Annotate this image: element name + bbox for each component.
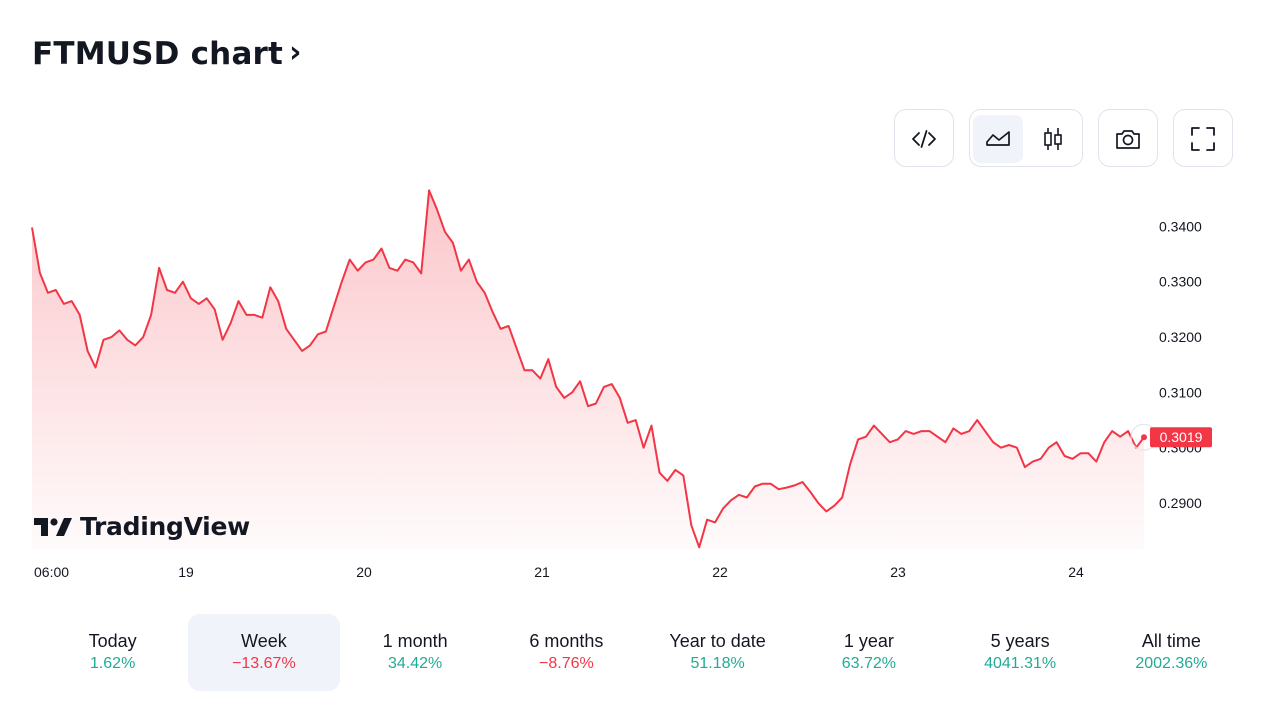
page-title[interactable]: FTMUSD chart › xyxy=(32,36,302,72)
camera-icon xyxy=(1116,130,1140,149)
last-price-point xyxy=(1141,434,1147,441)
period-1-year[interactable]: 1 year 63.72% xyxy=(793,614,944,691)
period-label: 1 year xyxy=(843,631,894,651)
area-chart-icon xyxy=(986,131,1010,146)
period-change: −13.67% xyxy=(232,655,296,672)
period-change: 51.18% xyxy=(690,655,745,672)
x-tick-label: 24 xyxy=(1068,564,1084,580)
period-all-time[interactable]: All time 2002.36% xyxy=(1096,614,1247,691)
period-label: Year to date xyxy=(669,631,766,651)
last-price-label-bg xyxy=(1150,427,1212,448)
snapshot-button-group xyxy=(1098,109,1158,167)
period-label: 5 years xyxy=(990,631,1050,651)
y-tick-label: 0.3200 xyxy=(1159,329,1202,345)
last-price-label: 0.3019 xyxy=(1160,429,1203,445)
tradingview-logo-text: TradingView xyxy=(80,512,250,541)
y-tick-label: 0.2900 xyxy=(1159,495,1202,511)
x-tick-label: 19 xyxy=(178,564,194,580)
candles-button[interactable] xyxy=(1028,115,1078,163)
y-tick-label: 0.3300 xyxy=(1159,274,1202,290)
fullscreen-button[interactable] xyxy=(1178,115,1228,163)
period-1-month[interactable]: 1 month 34.42% xyxy=(340,614,491,691)
tradingview-logo-icon xyxy=(34,517,72,536)
x-tick-label: 20 xyxy=(356,564,372,580)
chart-style-group xyxy=(969,109,1083,167)
period-change: 1.62% xyxy=(89,655,136,672)
tradingview-logo[interactable]: TradingView xyxy=(34,512,250,541)
page-title-text: FTMUSD chart xyxy=(32,36,284,72)
y-tick-label: 0.3400 xyxy=(1159,218,1202,234)
y-tick-label: 0.3100 xyxy=(1159,384,1202,400)
period-label: Today xyxy=(88,631,137,651)
period-change: 63.72% xyxy=(841,655,896,672)
area-chart-button[interactable] xyxy=(973,115,1023,163)
code-icon xyxy=(912,130,936,148)
period-change: −8.76% xyxy=(539,655,594,672)
period-label: 6 months xyxy=(529,631,604,651)
x-tick-label: 06:00 xyxy=(34,564,69,580)
price-area xyxy=(32,190,1144,549)
period-today[interactable]: Today 1.62% xyxy=(37,614,188,691)
period-label: 1 month xyxy=(382,631,448,651)
price-chart[interactable]: 0.29000.30000.31000.32000.33000.340006:0… xyxy=(0,180,1280,590)
x-tick-label: 21 xyxy=(534,564,550,580)
embed-button[interactable] xyxy=(899,115,949,163)
period-year-to-date[interactable]: Year to date 51.18% xyxy=(642,614,793,691)
x-tick-label: 23 xyxy=(890,564,906,580)
x-tick-label: 22 xyxy=(712,564,728,580)
price-line xyxy=(31,189,1145,549)
fullscreen-icon xyxy=(1191,127,1215,151)
period-label: All time xyxy=(1141,631,1201,651)
fullscreen-button-group xyxy=(1173,109,1233,167)
period-change: 4041.31% xyxy=(984,655,1057,672)
period-week[interactable]: Week −13.67% xyxy=(188,614,340,691)
period-selector: Today 1.62% Week −13.67% 1 month 34.42% … xyxy=(37,614,1247,691)
period-label: Week xyxy=(241,631,287,651)
chevron-right-icon: › xyxy=(289,35,302,70)
period-6-months[interactable]: 6 months −8.76% xyxy=(491,614,642,691)
embed-button-group xyxy=(894,109,954,167)
period-5-years[interactable]: 5 years 4041.31% xyxy=(945,614,1096,691)
period-change: 2002.36% xyxy=(1135,655,1208,672)
period-change: 34.42% xyxy=(387,655,443,672)
snapshot-button[interactable] xyxy=(1103,115,1153,163)
candlestick-icon xyxy=(1044,128,1062,150)
